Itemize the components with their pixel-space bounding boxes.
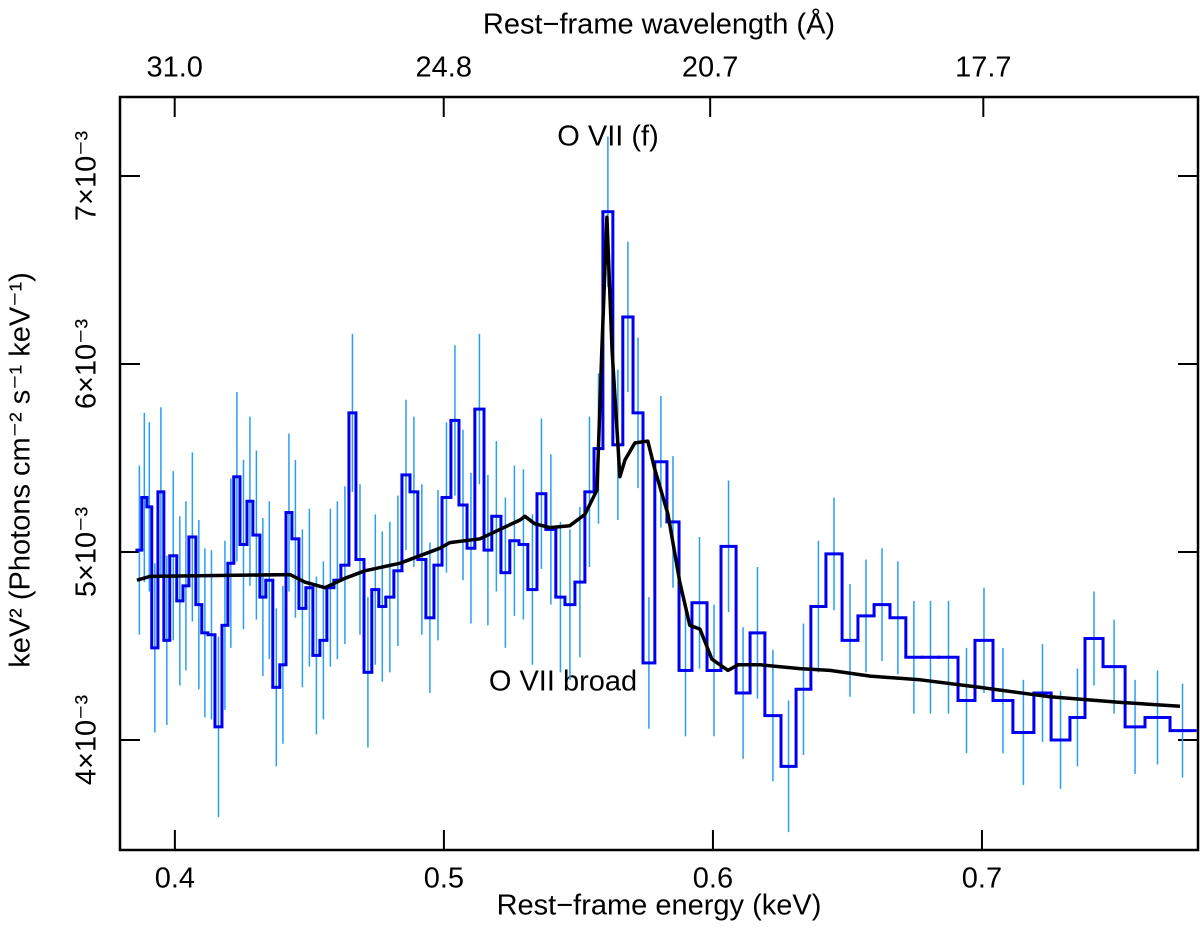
model-line — [136, 215, 1181, 708]
x2-axis-label: Rest−frame wavelength (Å) — [483, 8, 835, 41]
x2-tick-label: 24.8 — [416, 52, 472, 84]
x2-tick-label: 20.7 — [682, 52, 738, 84]
x-tick-label: 0.6 — [693, 863, 733, 895]
x2-tick-label: 17.7 — [955, 52, 1011, 84]
annotation: O VII broad — [489, 666, 637, 698]
y-tick-label: 4×10⁻³ — [71, 695, 103, 786]
y-tick-label: 7×10⁻³ — [71, 130, 103, 221]
x2-tick-label: 31.0 — [146, 52, 202, 84]
x-tick-label: 0.4 — [155, 863, 195, 895]
x-tick-label: 0.5 — [424, 863, 464, 895]
y-tick-label: 5×10⁻³ — [71, 507, 103, 598]
plot-frame — [118, 95, 1200, 852]
y-axis-label: keV² (Photons cm⁻² s⁻¹ keV⁻¹) — [5, 272, 37, 668]
x-tick-label: 0.7 — [962, 863, 1002, 895]
y-tick-label: 6×10⁻³ — [71, 319, 103, 410]
x-axis-label: Rest−frame energy (keV) — [497, 890, 822, 922]
